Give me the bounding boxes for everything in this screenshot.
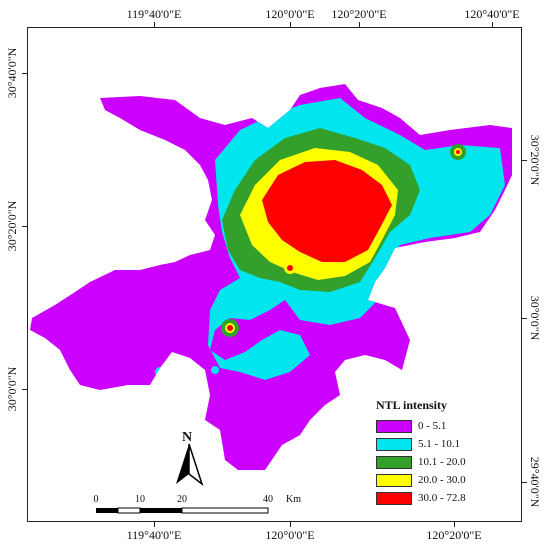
hotspot-red <box>227 325 233 331</box>
legend-swatch <box>376 455 412 469</box>
scale-bar-segments <box>96 507 269 514</box>
bottom-axis-label: 120°20'0"E <box>426 528 482 542</box>
top-axis-label: 120°40'0"E <box>464 7 520 21</box>
legend-label: 5.1 - 10.1 <box>418 438 461 450</box>
tick-mark <box>154 22 155 27</box>
legend-swatch <box>376 437 412 451</box>
scale-bar-tick-label: 0 <box>93 494 99 505</box>
scale-bar-tick-label: 40 <box>263 494 273 505</box>
legend-item: 5.1 - 10.1 <box>376 435 506 453</box>
tick-mark <box>492 22 493 27</box>
legend-label: 20.0 - 30.0 <box>418 474 466 486</box>
top-axis-label: 119°40'0"E <box>126 7 182 21</box>
scale-bar-tick-label: 20 <box>177 494 187 505</box>
tick-mark <box>154 522 155 527</box>
top-axis-label: 120°0'0"E <box>265 7 315 21</box>
bottom-axis-label: 120°0'0"E <box>265 528 315 542</box>
legend-item: 30.0 - 72.8 <box>376 489 506 507</box>
right-axis-label: 29°40'0"N <box>528 456 542 508</box>
legend-swatch <box>376 491 412 505</box>
tick-mark <box>522 482 527 483</box>
hotspot-red <box>287 265 293 271</box>
legend-label: 10.1 - 20.0 <box>418 456 466 468</box>
tick-mark <box>522 318 527 319</box>
hotspot-cyan <box>155 367 165 377</box>
right-axis-label: 30°20'0"N <box>528 134 542 186</box>
legend-label: 30.0 - 72.8 <box>418 492 466 504</box>
tick-mark <box>359 22 360 27</box>
legend-title: NTL intensity <box>376 398 448 412</box>
tick-mark <box>454 522 455 527</box>
legend-item: 10.1 - 20.0 <box>376 453 506 471</box>
tick-mark <box>22 226 27 227</box>
tick-mark <box>290 22 291 27</box>
north-label: N <box>182 430 193 445</box>
top-axis-label: 120°20'0"E <box>331 7 387 21</box>
scale-bar-unit: Km <box>286 494 301 505</box>
north-arrow-icon <box>176 443 204 486</box>
tick-mark <box>22 73 27 74</box>
tick-mark <box>522 160 527 161</box>
legend-label: 0 - 5.1 <box>418 420 447 432</box>
legend-item: 0 - 5.1 <box>376 417 506 435</box>
right-axis-label: 30°0'0"N <box>528 295 542 341</box>
tick-mark <box>290 522 291 527</box>
hotspot-red <box>456 150 460 154</box>
zone-red <box>262 160 392 262</box>
hotspot-cyan <box>211 366 219 374</box>
hotspot-cyan <box>181 176 189 184</box>
legend-swatch <box>376 419 412 433</box>
scale-bar-tick-label: 10 <box>135 494 145 505</box>
legend-swatch <box>376 473 412 487</box>
bottom-axis-label: 119°40'0"E <box>126 528 182 542</box>
legend-item: 20.0 - 30.0 <box>376 471 506 489</box>
legend: NTL intensity 0 - 5.1 5.1 - 10.1 10.1 - … <box>376 398 506 507</box>
tick-mark <box>22 389 27 390</box>
scale-bar: 0 10 20 40 Km <box>92 494 301 520</box>
